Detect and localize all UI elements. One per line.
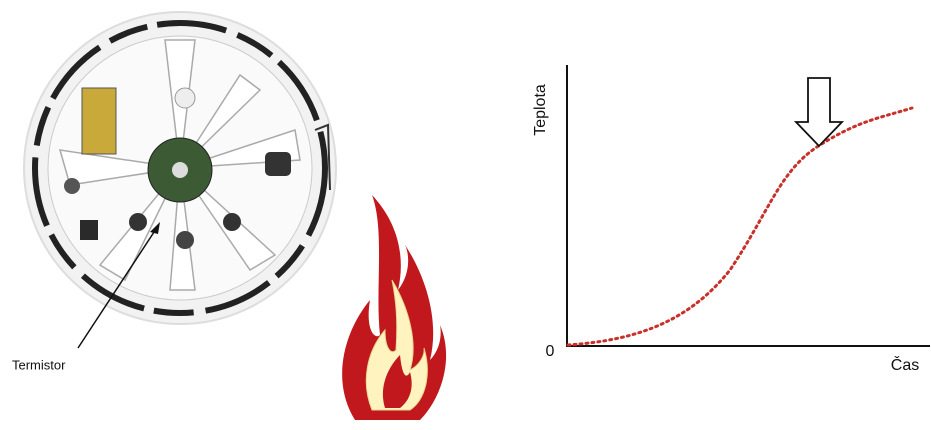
- flame: [342, 195, 446, 420]
- detector: [24, 12, 336, 324]
- y-axis-label: Teplota: [532, 84, 549, 136]
- temperature-curve: [568, 108, 912, 345]
- photo-label: Termistor: [12, 357, 66, 372]
- x-axis-label: Čas: [891, 355, 919, 374]
- graph: Teplota Čas 0: [532, 65, 930, 374]
- arrow: [796, 78, 842, 146]
- origin-label: 0: [546, 343, 555, 360]
- diagram: Termistor Teplota Čas 0: [0, 0, 931, 430]
